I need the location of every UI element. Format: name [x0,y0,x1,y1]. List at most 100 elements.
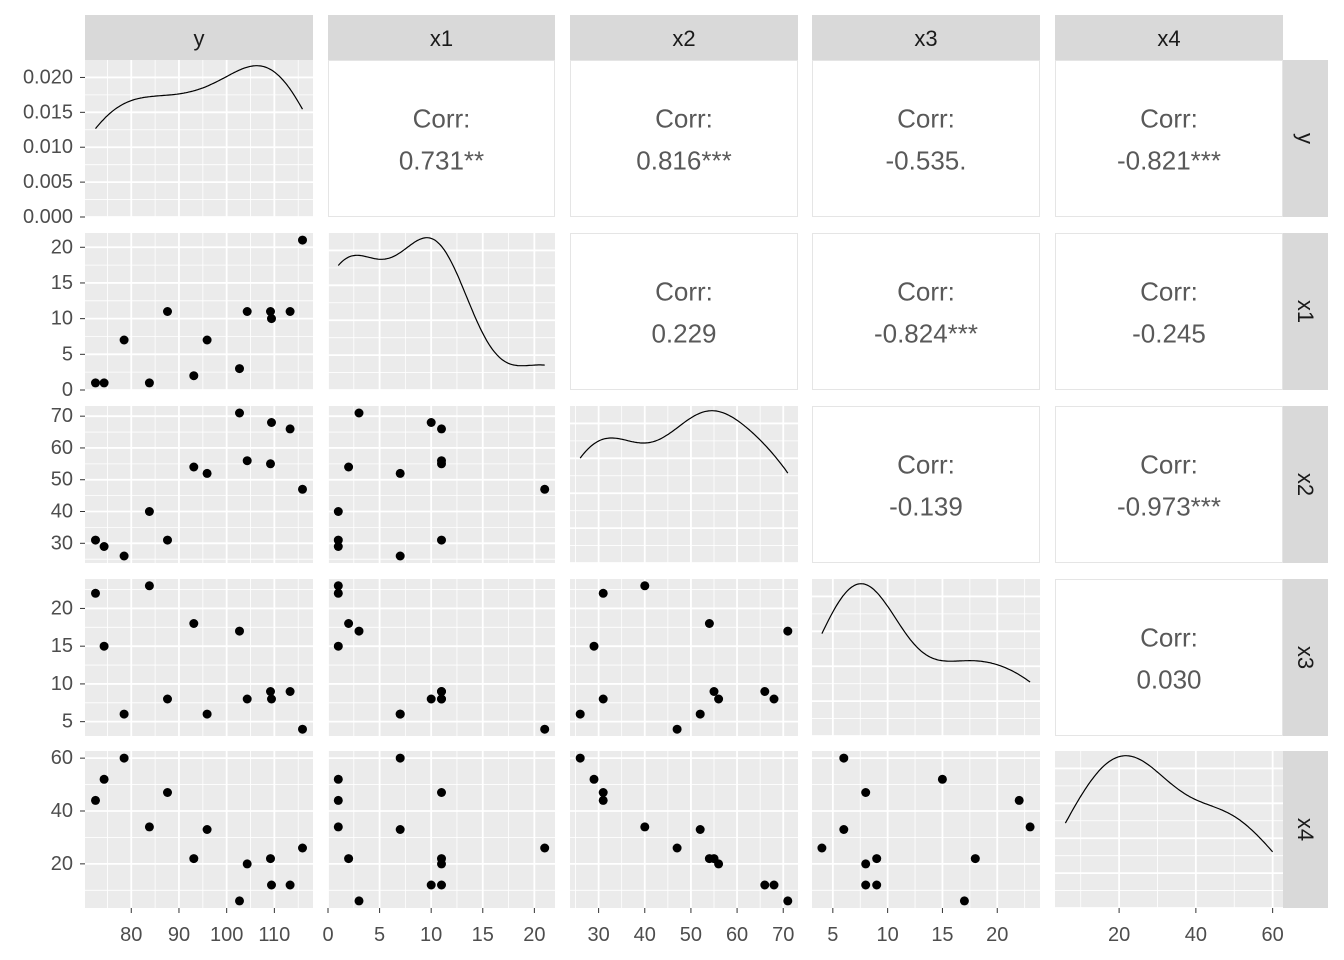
data-point [1025,822,1035,832]
x-tick-label: 10 [420,924,442,946]
y-tick-label: 70 [51,405,73,427]
data-point [760,687,770,696]
y-tick-label: 5 [62,711,73,733]
x-tick-label: 60 [1262,924,1284,946]
corr-value: -0.245 [1132,319,1206,349]
panel-y-x2: Corr: 0.816*** [570,60,798,217]
data-point [640,822,650,832]
data-point [589,641,599,651]
data-point [144,581,154,591]
data-point [91,795,100,805]
x-tick-label: 100 [210,924,243,946]
data-point [189,462,199,472]
density-curve-x4 [1064,755,1274,853]
data-point [91,588,100,598]
x-tick-label: 10 [877,924,899,946]
x-tick-label: 80 [120,924,142,946]
panel-x3-x3 [812,579,1040,737]
panel-y-x1: Corr: 0.731** [328,60,555,217]
corr-value: -0.973*** [1117,492,1221,522]
data-point [285,880,295,890]
corr-panel-bg [812,233,1040,390]
data-point [242,694,252,704]
corr-label: Corr: [1140,623,1198,653]
data-point [119,335,129,345]
x-tick-label: 110 [258,924,290,946]
data-point [437,694,446,704]
y-tick-label: 30 [51,532,73,554]
data-point [598,694,608,704]
panel-x2-x3: Corr: -0.139 [812,406,1040,563]
data-point [344,619,354,628]
data-point [99,378,109,388]
data-point [714,694,724,704]
data-point [672,843,682,853]
data-point [298,843,307,853]
data-point [202,825,212,834]
panel-x4-x1 [327,751,555,908]
corr-label: Corr: [897,450,955,480]
data-point [266,854,275,864]
col-strip-x2 [570,15,798,60]
data-point [769,880,779,890]
corr-panel-bg [328,60,555,217]
data-point [202,335,212,345]
data-point [575,753,585,763]
x-tick-label: 5 [827,924,838,946]
data-point [395,753,405,763]
col-strip-x1 [328,15,555,60]
panel-bg [812,751,1040,908]
panel-bg [812,579,1040,736]
data-point [242,859,252,869]
data-point [333,581,343,591]
data-point [344,854,354,864]
y-tick-label: 15 [51,635,73,657]
y-tick-label: 10 [51,308,73,330]
panel-x4-y [85,751,313,908]
panel-x2-x1 [327,406,555,563]
corr-panel-bg [1055,406,1283,563]
data-point [266,687,275,696]
data-point [119,551,129,561]
row-strip-x1 [1283,233,1328,390]
data-point [344,462,354,472]
x-tick-label: 30 [587,924,609,946]
x-axis-bottom: 80 90 100 110 0 5 10 15 20 30 40 50 60 70 5 10 15 20 20 40 6… [120,908,1284,946]
x-tick-label: 40 [1185,924,1207,946]
corr-value: -0.821*** [1117,146,1221,176]
panel-x1-x1 [327,233,555,391]
panel-bg [570,579,798,736]
y-tick-label: 0.005 [23,171,73,193]
data-point [709,687,719,696]
corr-label: Corr: [897,104,955,134]
density-curve-x3 [821,583,1031,683]
data-point [266,307,275,316]
panel-bg [85,406,313,563]
data-point [437,459,446,469]
data-point [333,535,343,545]
data-point [333,822,343,832]
panel-x3-x1 [327,579,555,736]
data-point [163,694,172,704]
col-strip-x4 [1055,15,1283,60]
panel-bg [1055,751,1283,908]
data-point [267,880,276,890]
data-point [333,542,343,551]
data-point [598,788,608,797]
x-tick-label: 20 [523,924,545,946]
data-point [91,378,100,388]
y-tick-label: 10 [51,673,73,695]
data-point [354,896,364,906]
data-point [437,424,446,434]
corr-label: Corr: [413,104,471,134]
data-point [540,724,550,734]
data-point [589,774,599,784]
row-strip-label-x2: x2 [1293,473,1318,496]
data-point [189,619,199,628]
data-point [235,408,244,418]
y-tick-label: 20 [51,597,73,619]
data-point [144,507,154,516]
data-point [959,896,969,906]
panel-x4-x4 [1055,751,1283,909]
y-tick-label: 60 [51,747,73,769]
